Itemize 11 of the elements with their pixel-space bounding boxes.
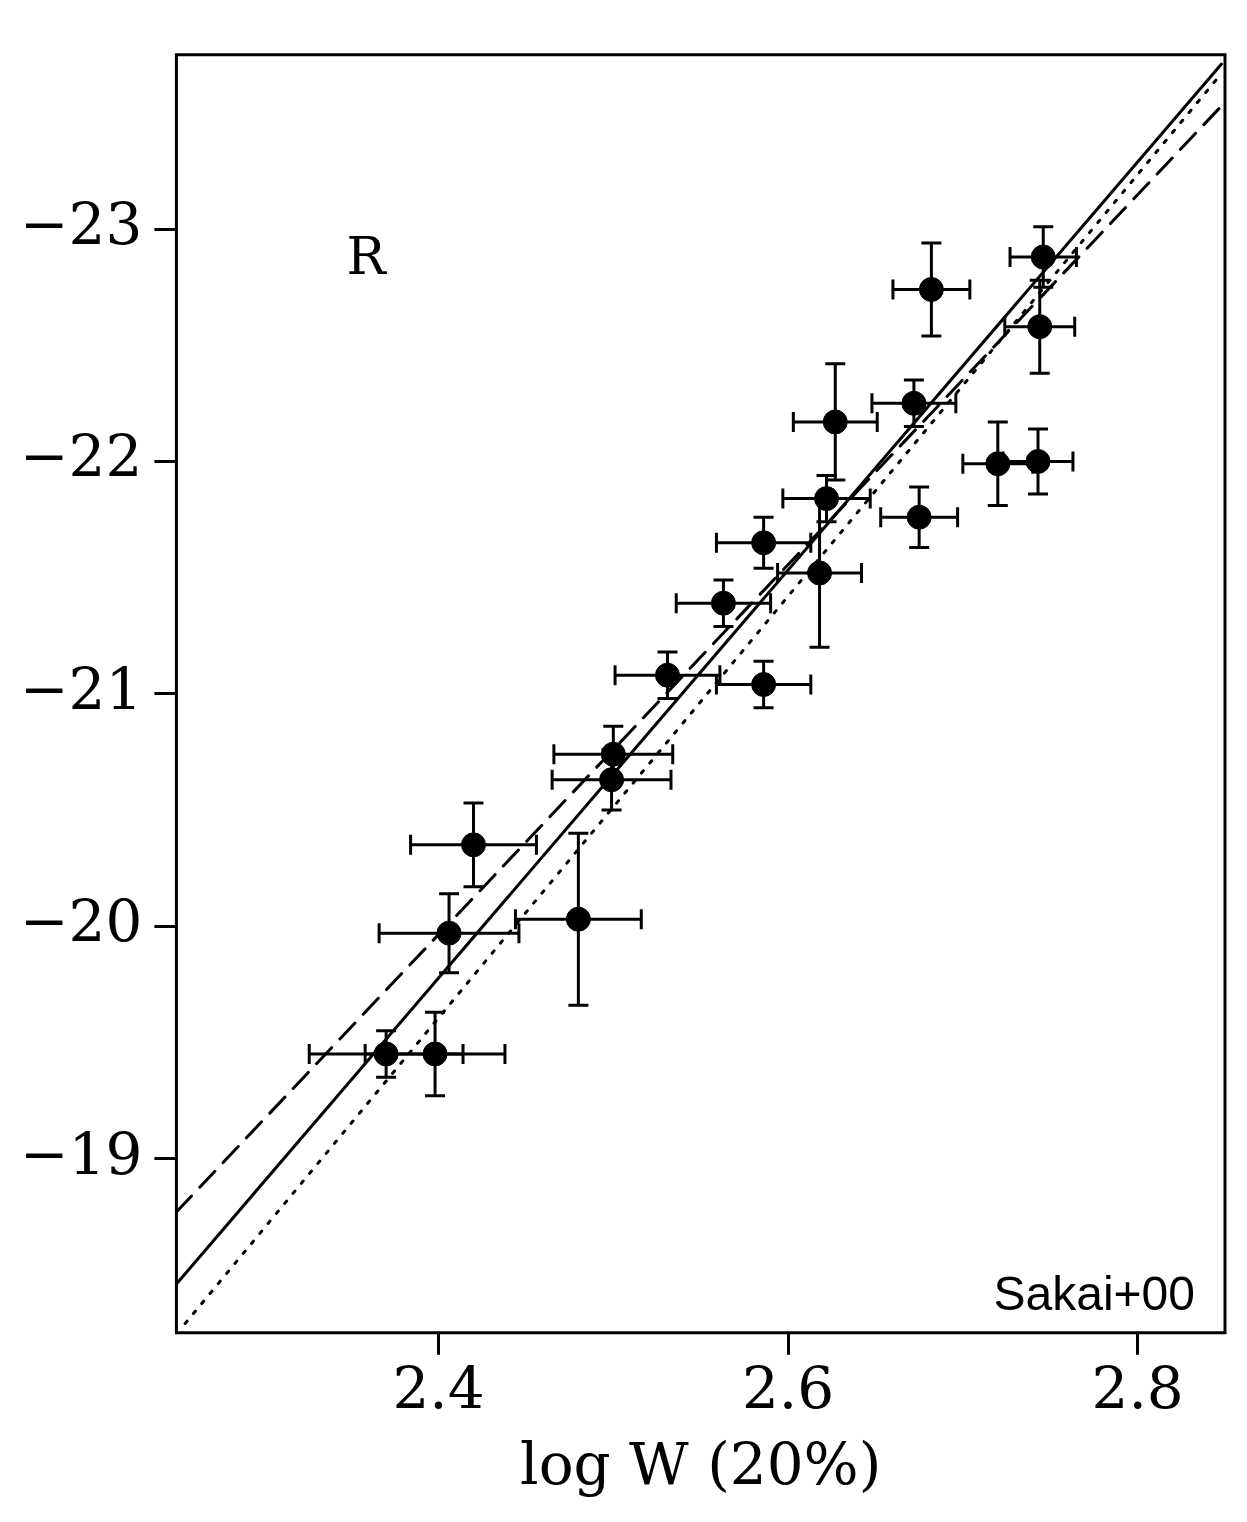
annotation: Sakai+00 bbox=[993, 1267, 1195, 1321]
x-tick-label: 2.4 bbox=[392, 1353, 485, 1422]
y-tick-label: −20 bbox=[19, 887, 143, 956]
x-tick-label: 2.6 bbox=[741, 1353, 835, 1422]
y-tick-label: −21 bbox=[19, 654, 143, 723]
y-tick-label: −22 bbox=[19, 422, 143, 491]
x-tick-label: 2.8 bbox=[1091, 1353, 1184, 1422]
y-tick-label: −19 bbox=[19, 1119, 143, 1188]
x-axis-title: log W (20%) bbox=[520, 1430, 882, 1499]
y-tick-label: −23 bbox=[19, 190, 143, 259]
annotation: R bbox=[346, 226, 388, 287]
